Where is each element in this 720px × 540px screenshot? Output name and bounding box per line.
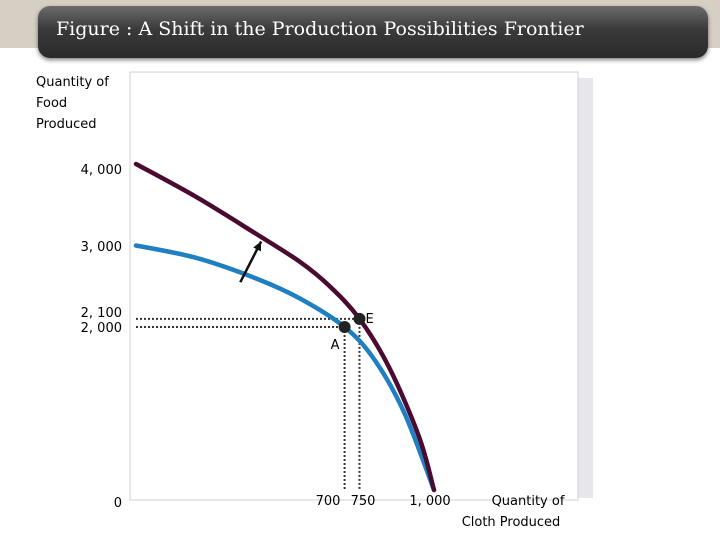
original-frontier-line [133, 243, 437, 493]
y-axis-label-line-3: Produced [36, 117, 97, 132]
arrow-head [253, 241, 262, 252]
point-A [338, 321, 351, 333]
y-axis-label-line-1: Quantity of [36, 75, 109, 90]
point-E [353, 312, 366, 325]
y-tick-0: 0 [114, 496, 122, 511]
x-axis-label-line-1: Quantity of [492, 494, 565, 509]
point-label-E: E [366, 312, 374, 327]
guide-lines [136, 317, 361, 490]
y-tick-4000: 4, 000 [81, 163, 122, 178]
y-tick-3000: 3, 000 [81, 240, 122, 255]
y-tick-2100: 2, 100 [81, 306, 122, 321]
x-axis-label-line-2: Cloth Produced [462, 515, 561, 530]
slide-title: Figure : A Shift in the Production Possi… [56, 18, 584, 40]
frontier-curves [133, 161, 437, 493]
shift-arrow [239, 240, 263, 283]
title-bar: Figure : A Shift in the Production Possi… [38, 6, 708, 58]
plot-area [129, 71, 579, 501]
point-label-A: A [331, 338, 340, 353]
plot-area-shadow [575, 78, 593, 498]
shifted-frontier-line [133, 161, 437, 493]
x-tick-700: 700 [316, 494, 341, 509]
y-tick-2000: 2, 000 [81, 321, 122, 336]
x-tick-1000: 1, 000 [409, 494, 450, 509]
y-axis-label-line-2: Food [36, 96, 67, 111]
production-points: AE [331, 312, 374, 353]
x-tick-750: 750 [351, 494, 376, 509]
